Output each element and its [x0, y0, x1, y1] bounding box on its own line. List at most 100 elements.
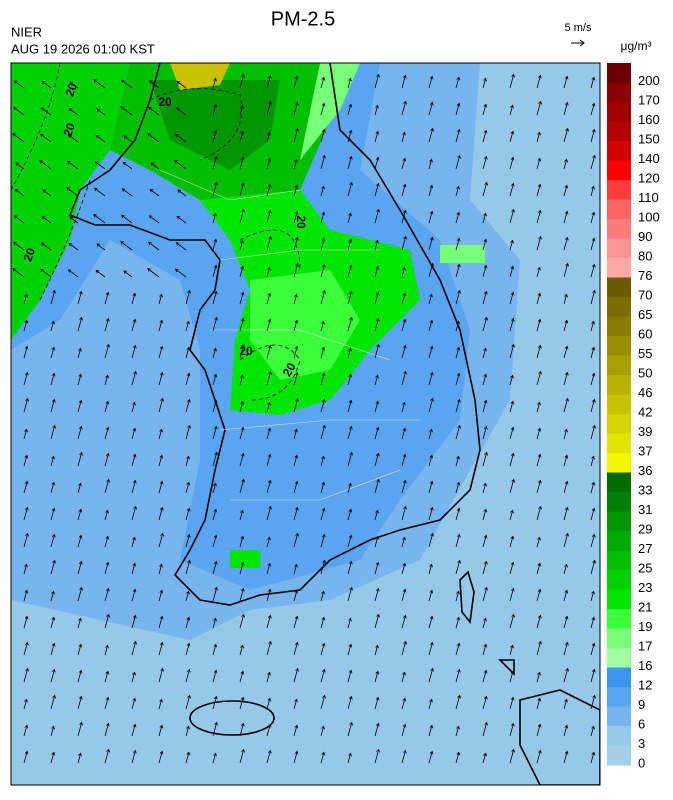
- wind-arrow: [401, 100, 407, 116]
- wind-arrow: [266, 100, 272, 116]
- wind-arrow: [67, 134, 79, 143]
- contour-label: 20: [280, 360, 299, 379]
- wind-arrow: [149, 188, 160, 197]
- wind-arrow: [293, 454, 299, 467]
- wind-arrow: [374, 374, 379, 386]
- wind-arrow: [536, 235, 542, 251]
- wind-arrow: [374, 208, 380, 224]
- colorbar-swatch: [607, 550, 631, 571]
- wind-arrow: [158, 454, 164, 467]
- wind-arrow: [563, 293, 568, 305]
- wind-arrow: [239, 478, 245, 494]
- wind-arrow: [347, 617, 352, 629]
- wind-arrow: [563, 563, 568, 575]
- wind-arrow: [374, 104, 379, 116]
- wind-arrow: [50, 424, 56, 440]
- wind-arrow: [23, 428, 28, 440]
- wind-arrow: [374, 587, 380, 602]
- wind-arrow: [69, 81, 79, 89]
- wind-arrow: [509, 748, 515, 764]
- contour-label: 20: [294, 215, 308, 229]
- wind-arrow: [590, 481, 596, 494]
- colorbar-label: 25: [638, 560, 652, 575]
- wind-arrow: [428, 293, 433, 305]
- wind-arrow: [131, 697, 137, 710]
- wind-arrow: [401, 370, 407, 386]
- wind-arrow: [428, 563, 433, 575]
- colorbar-swatch: [607, 355, 631, 376]
- wind-arrow: [50, 372, 56, 386]
- wind-arrow: [563, 397, 569, 413]
- wind-arrow: [158, 698, 163, 710]
- wind-arrow: [104, 452, 110, 467]
- wind-arrow: [104, 291, 110, 305]
- wind-arrow: [185, 424, 191, 440]
- wind-arrow: [320, 346, 326, 359]
- wind-arrow: [428, 589, 434, 602]
- wind-arrow: [131, 344, 137, 359]
- wind-arrow: [239, 644, 244, 656]
- wind-arrow: [563, 724, 569, 737]
- wind-arrow: [482, 399, 488, 413]
- wind-arrow: [158, 532, 164, 548]
- wind-arrow: [50, 694, 56, 710]
- wind-arrow: [320, 481, 326, 494]
- wind-arrow: [50, 725, 55, 737]
- wind-arrow: [320, 455, 325, 467]
- wind-arrow: [293, 75, 299, 89]
- wind-arrow: [455, 263, 461, 278]
- wind-arrow: [482, 103, 488, 116]
- wind-arrow: [23, 532, 29, 548]
- wind-arrow: [563, 75, 569, 89]
- wind-arrow: [93, 79, 106, 89]
- wind-arrow: [536, 370, 542, 386]
- wind-arrow: [50, 507, 56, 521]
- wind-arrow: [293, 236, 299, 251]
- wind-arrow: [104, 613, 110, 629]
- colorbar-swatch: [607, 180, 631, 200]
- wind-arrow: [536, 131, 541, 143]
- wind-arrow: [266, 427, 272, 440]
- wind-arrow: [536, 266, 541, 278]
- wind-arrow: [428, 127, 434, 143]
- wind-arrow: [50, 481, 56, 494]
- wind-arrow: [509, 182, 515, 197]
- wind-arrow: [293, 641, 299, 656]
- wind-arrow: [77, 534, 83, 548]
- wind-arrow: [239, 587, 245, 602]
- wind-arrow: [455, 751, 461, 764]
- colorbar-swatch: [607, 531, 631, 551]
- wind-arrow: [123, 270, 133, 278]
- wind-arrow: [455, 533, 461, 548]
- wind-arrow: [563, 667, 569, 683]
- wind-arrow: [347, 482, 352, 494]
- wind-arrow: [185, 751, 191, 764]
- wind-arrow: [23, 615, 29, 629]
- wind-arrow: [428, 371, 434, 386]
- wind-arrow: [176, 215, 187, 224]
- wind-arrow: [509, 587, 515, 602]
- colorbar-label: 9: [638, 697, 645, 712]
- wind-arrow: [41, 215, 52, 224]
- wind-arrow: [66, 160, 79, 170]
- wind-arrow: [177, 189, 187, 197]
- wind-arrow: [23, 724, 29, 737]
- wind-arrow: [212, 721, 218, 737]
- wind-arrow: [482, 347, 487, 359]
- wind-arrow: [212, 264, 218, 278]
- wind-arrow: [212, 373, 218, 386]
- wind-arrow: [428, 101, 434, 116]
- wind-arrow: [104, 696, 110, 710]
- wind-arrow: [563, 454, 569, 467]
- wind-arrow: [401, 266, 406, 278]
- wind-arrow: [293, 506, 299, 521]
- wind-arrow: [509, 478, 515, 494]
- wind-arrow: [104, 317, 110, 332]
- wind-arrow: [563, 750, 569, 764]
- wind-arrow: [266, 235, 272, 251]
- wind-arrow: [212, 77, 217, 89]
- wind-arrow: [482, 586, 488, 602]
- wind-arrow: [12, 133, 25, 143]
- wind-arrow: [212, 316, 218, 332]
- wind-arrow: [158, 563, 163, 575]
